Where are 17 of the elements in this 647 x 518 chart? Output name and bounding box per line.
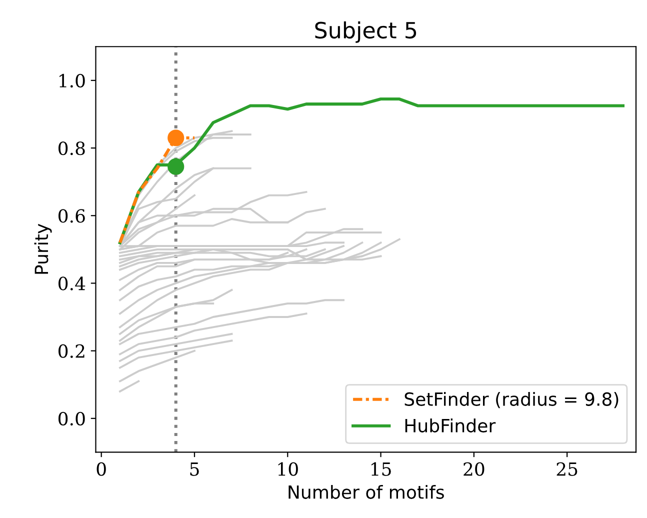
y-tick-label: 0.8	[58, 141, 85, 156]
x-tick-label: 15	[371, 462, 391, 476]
legend-label: SetFinder (radius = 9.8)	[404, 392, 618, 408]
chart-title: Subject 5	[315, 21, 416, 43]
y-tick-label: 0.2	[58, 344, 84, 358]
legend-label: HubFinder	[405, 418, 496, 432]
x-tick-label: 0	[96, 462, 106, 476]
y-tick-label: 0.4	[58, 276, 86, 290]
x-tick-label: 10	[278, 462, 298, 476]
x-tick-label: 25	[556, 462, 578, 476]
y-tick-label: 1.0	[60, 74, 85, 88]
x-axis-title: Number of motifs	[288, 484, 444, 499]
y-axis-title: Purity	[34, 224, 52, 274]
y-tick-label: 0.0	[58, 412, 85, 426]
x-tick-label: 20	[464, 462, 484, 476]
y-tick-label: 0.6	[58, 209, 85, 223]
x-tick-label: 5	[190, 462, 199, 476]
